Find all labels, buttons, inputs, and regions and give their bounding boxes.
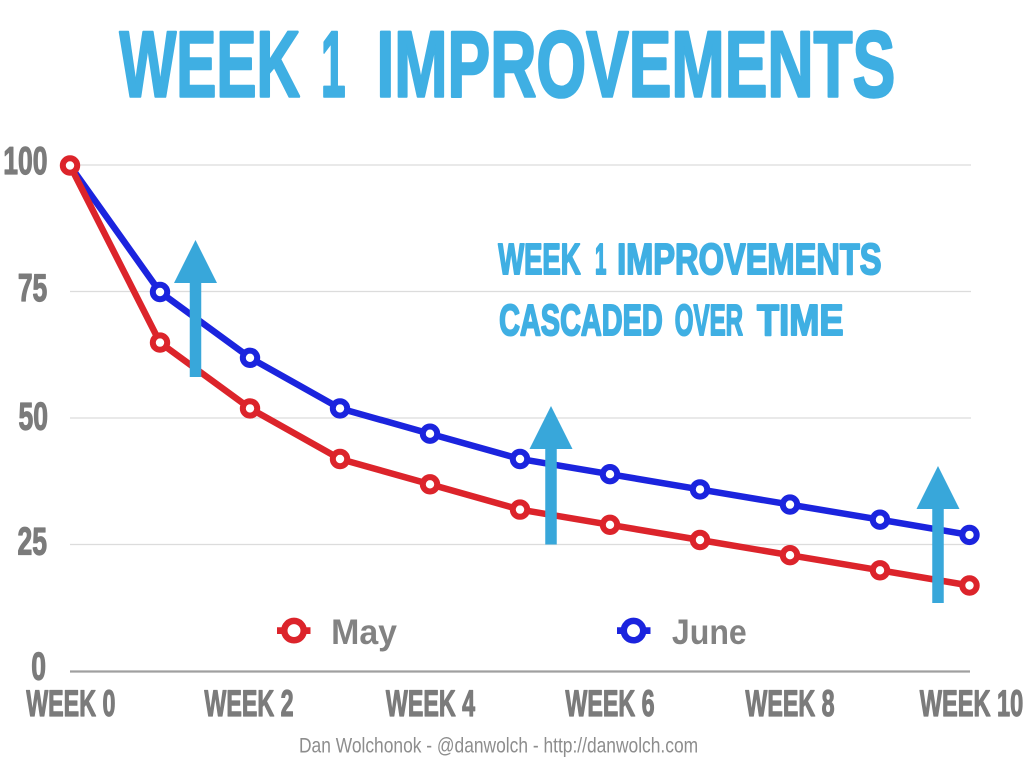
svg-text:1: 1 <box>595 236 606 285</box>
svg-text:WEEK 0: WEEK 0 <box>26 682 115 724</box>
svg-text:1: 1 <box>321 12 346 117</box>
svg-text:WEEK 2: WEEK 2 <box>204 682 293 724</box>
svg-text:0: 0 <box>31 646 46 689</box>
svg-text:WEEK 6: WEEK 6 <box>565 682 654 724</box>
svg-text:Dan Wolchonok - @danwolch - ht: Dan Wolchonok - @danwolch - http://danwo… <box>299 735 698 758</box>
svg-text:IMPROVEMENTS: IMPROVEMENTS <box>377 12 896 117</box>
svg-text:June: June <box>672 614 747 653</box>
svg-text:WEEK 8: WEEK 8 <box>745 682 834 724</box>
svg-text:OVER: OVER <box>675 295 743 345</box>
svg-text:WEEK: WEEK <box>498 234 581 283</box>
svg-text:75: 75 <box>18 267 47 310</box>
svg-text:May: May <box>331 614 397 653</box>
svg-text:WEEK 10: WEEK 10 <box>920 683 1024 725</box>
svg-text:TIME: TIME <box>757 296 844 345</box>
svg-text:50: 50 <box>19 396 48 439</box>
svg-text:WEEK: WEEK <box>120 12 300 117</box>
svg-text:100: 100 <box>3 140 47 183</box>
svg-text:IMPROVEMENTS: IMPROVEMENTS <box>617 235 881 284</box>
svg-text:CASCADED: CASCADED <box>499 295 663 345</box>
svg-text:WEEK 4: WEEK 4 <box>386 682 476 724</box>
svg-text:25: 25 <box>18 521 47 564</box>
